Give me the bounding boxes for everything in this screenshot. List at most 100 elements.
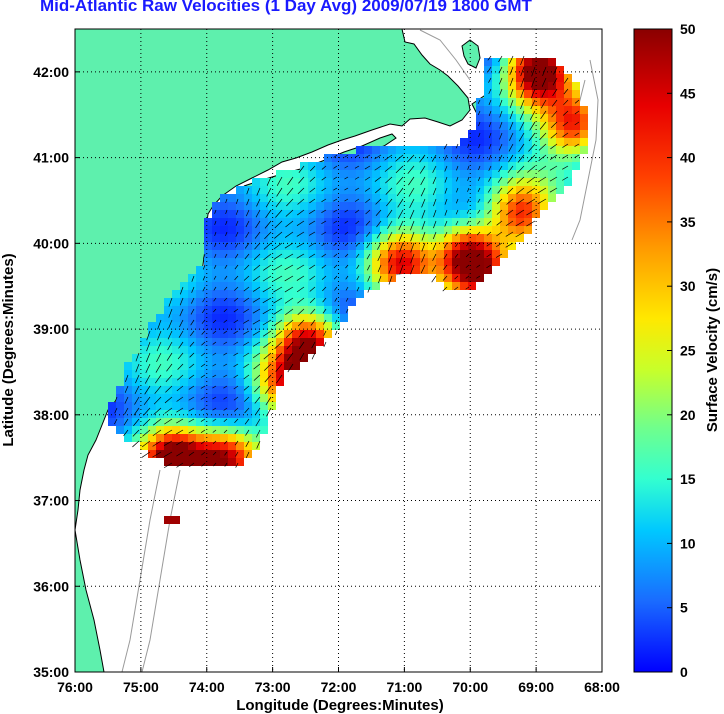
velocity-cell <box>484 266 492 274</box>
velocity-cell <box>324 274 332 282</box>
velocity-arrow <box>146 341 151 352</box>
velocity-cell <box>276 354 284 362</box>
velocity-cell <box>372 282 380 290</box>
velocity-cell <box>348 282 356 290</box>
velocity-cell <box>204 234 212 242</box>
velocity-cell <box>236 258 244 266</box>
velocity-cell <box>452 218 460 226</box>
velocity-cell <box>204 418 212 426</box>
velocity-arrow <box>321 242 327 247</box>
velocity-arrow <box>387 231 393 241</box>
velocity-arrow <box>409 209 415 220</box>
velocity-cell <box>236 362 244 370</box>
velocity-cell <box>444 170 452 178</box>
velocity-cell <box>444 218 452 226</box>
velocity-arrow <box>177 352 184 360</box>
velocity-arrow <box>374 176 382 182</box>
velocity-arrow <box>114 418 118 425</box>
velocity-cell <box>396 210 404 218</box>
velocity-cell <box>468 258 476 266</box>
velocity-arrow <box>223 407 228 411</box>
velocity-cell <box>268 266 276 274</box>
velocity-cell <box>332 186 340 194</box>
velocity-cell <box>332 306 340 314</box>
velocity-cell <box>540 82 548 90</box>
velocity-arrow <box>356 286 360 292</box>
velocity-cell <box>260 410 268 418</box>
velocity-arrow <box>333 187 338 191</box>
velocity-cell <box>564 90 572 98</box>
velocity-arrow <box>354 198 360 202</box>
velocity-cell <box>564 82 572 90</box>
velocity-cell <box>204 434 212 442</box>
velocity-arrow <box>164 396 173 404</box>
velocity-cell <box>228 210 236 218</box>
velocity-cell <box>308 178 316 186</box>
velocity-cell <box>428 186 436 194</box>
velocity-cell <box>540 186 548 194</box>
velocity-arrow <box>309 209 316 215</box>
velocity-arrow <box>176 451 184 457</box>
velocity-cell <box>396 186 404 194</box>
velocity-arrow <box>455 231 459 237</box>
velocity-cell <box>468 170 476 178</box>
velocity-cell <box>580 138 588 146</box>
velocity-cell <box>548 122 556 130</box>
velocity-cell <box>300 218 308 226</box>
velocity-cell <box>204 266 212 274</box>
velocity-cell <box>172 290 180 298</box>
velocity-cell <box>484 130 492 138</box>
velocity-cell <box>380 218 388 226</box>
velocity-arrow <box>322 308 327 314</box>
velocity-cell <box>252 194 260 202</box>
velocity-cell <box>348 178 356 186</box>
velocity-cell <box>220 386 228 394</box>
velocity-cell <box>452 178 460 186</box>
velocity-cell <box>228 218 236 226</box>
velocity-cell <box>524 74 532 82</box>
velocity-cell <box>252 442 260 450</box>
velocity-arrow <box>233 374 239 379</box>
velocity-arrow <box>123 418 129 426</box>
velocity-arrow <box>550 121 558 129</box>
velocity-cell <box>316 250 324 258</box>
velocity-cell <box>316 218 324 226</box>
velocity-cell <box>196 346 204 354</box>
velocity-arrow <box>263 341 272 348</box>
velocity-cell <box>364 226 372 234</box>
velocity-cell <box>156 402 164 410</box>
velocity-cell <box>436 194 444 202</box>
velocity-cell <box>292 338 300 346</box>
velocity-cell <box>428 258 436 266</box>
velocity-cell <box>524 58 532 66</box>
velocity-arrow <box>284 297 294 304</box>
velocity-arrow <box>296 220 305 226</box>
velocity-cell <box>284 226 292 234</box>
velocity-arrow <box>243 286 250 292</box>
velocity-cell <box>324 170 332 178</box>
velocity-arrow <box>364 165 371 170</box>
velocity-cell <box>332 250 340 258</box>
velocity-arrow <box>213 275 217 280</box>
velocity-cell <box>300 354 308 362</box>
velocity-arrow <box>574 99 580 104</box>
velocity-cell <box>388 186 396 194</box>
velocity-cell <box>404 250 412 258</box>
velocity-cell <box>332 170 340 178</box>
velocity-cell <box>276 258 284 266</box>
velocity-cell <box>180 426 188 434</box>
velocity-cell <box>228 282 236 290</box>
velocity-cell <box>468 242 476 250</box>
velocity-cell <box>308 250 316 258</box>
velocity-cell <box>188 410 196 418</box>
velocity-cell <box>212 306 220 314</box>
velocity-cell <box>140 386 148 394</box>
velocity-arrow <box>133 418 140 427</box>
velocity-cell <box>524 82 532 90</box>
velocity-cell <box>524 122 532 130</box>
velocity-cell <box>500 74 508 82</box>
velocity-arrow <box>529 110 536 120</box>
velocity-arrow <box>308 220 316 225</box>
velocity-arrow <box>164 418 173 425</box>
velocity-arrow <box>388 264 393 274</box>
